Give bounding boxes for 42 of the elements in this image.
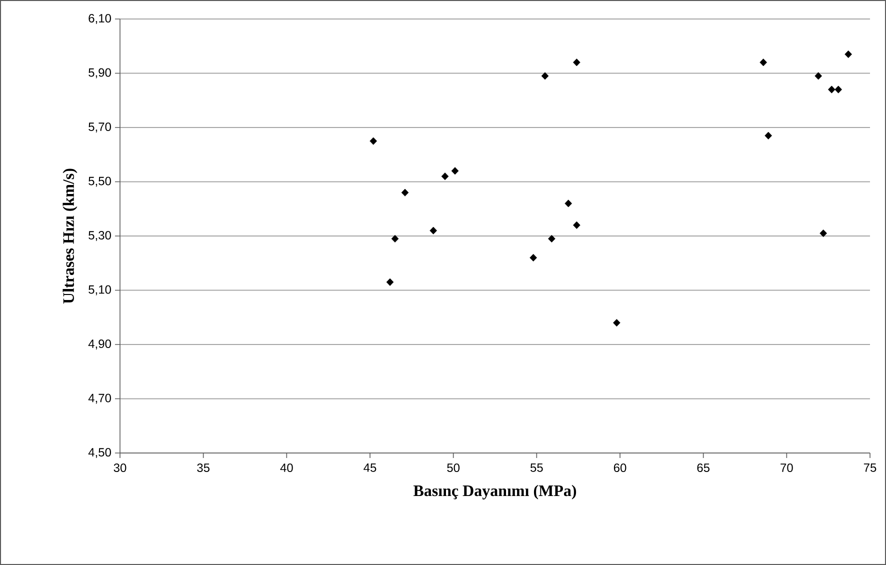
y-tick-label: 5,50 <box>88 176 111 187</box>
x-tick-label: 75 <box>864 464 876 472</box>
point <box>386 278 394 286</box>
point <box>573 221 580 229</box>
point <box>530 254 537 262</box>
point <box>844 50 852 58</box>
y-tick-label: 5,30 <box>88 231 111 241</box>
y-tick-label: 5,90 <box>88 68 111 78</box>
x-tick-label: 55 <box>530 464 543 472</box>
point <box>441 172 449 180</box>
point <box>391 234 399 242</box>
point <box>613 319 620 327</box>
y-tick-label: 4,70 <box>88 394 111 404</box>
x-tick-label: 65 <box>697 464 710 472</box>
x-tick-label: 35 <box>197 464 210 472</box>
x-tick-label: 40 <box>280 464 293 472</box>
y-tick-label: 6,10 <box>88 14 111 24</box>
y-tick-label: 5,10 <box>88 285 111 296</box>
y-tick-label: 5,70 <box>88 122 111 132</box>
x-tick-label: 50 <box>447 464 460 472</box>
x-tick-label: 70 <box>780 464 793 472</box>
point <box>573 58 580 66</box>
x-tick-label: 30 <box>114 464 126 472</box>
point <box>764 132 772 140</box>
x-tick-label: 60 <box>614 464 626 472</box>
point <box>834 86 842 94</box>
point <box>401 188 409 196</box>
point <box>430 226 437 234</box>
point <box>548 234 556 242</box>
point <box>564 200 572 208</box>
point <box>451 167 459 175</box>
x-axis-title: Basınç Dayanımı (MPa) <box>413 484 576 500</box>
x-tick-label: 45 <box>364 464 376 472</box>
point <box>760 58 767 66</box>
y-tick-label: 4,50 <box>88 448 111 458</box>
point <box>814 72 822 80</box>
y-axis-title: Ultrases Hızı (km/s) <box>62 168 78 304</box>
point <box>820 230 827 238</box>
y-tick-label: 4,90 <box>88 340 111 350</box>
point <box>370 137 377 145</box>
point <box>541 72 549 80</box>
point <box>828 86 836 94</box>
